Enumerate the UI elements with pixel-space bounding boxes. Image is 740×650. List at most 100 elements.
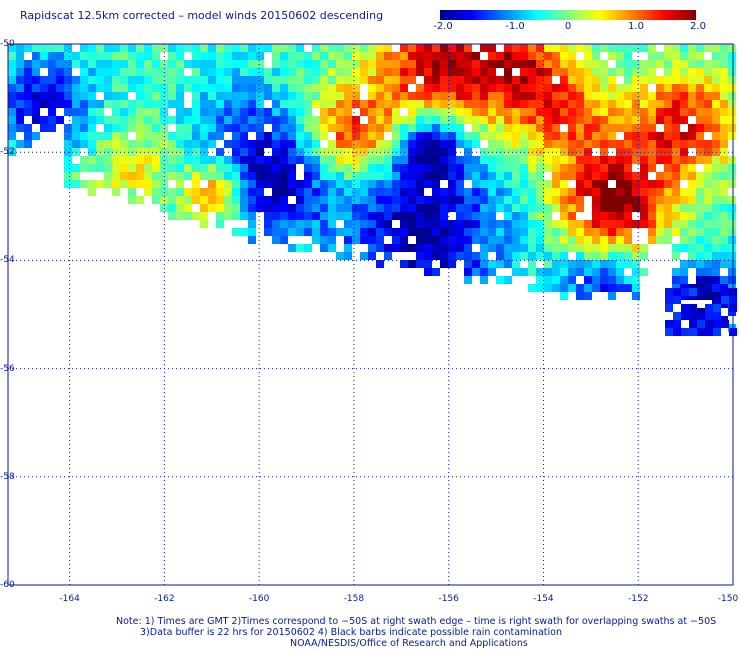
swath-cell — [624, 244, 632, 252]
swath-cell — [632, 284, 640, 292]
swath-cell — [664, 172, 672, 180]
swath-cell — [640, 188, 648, 196]
swath-cell — [136, 116, 144, 124]
swath-cell — [464, 196, 472, 204]
swath-cell — [416, 244, 424, 252]
swath-cell — [240, 204, 248, 212]
swath-cell — [168, 52, 176, 60]
swath-cell — [600, 84, 608, 92]
swath-cell — [120, 124, 128, 132]
swath-cell — [608, 252, 616, 260]
swath-cell — [344, 52, 352, 60]
swath-cell — [576, 180, 584, 188]
swath-cell — [80, 84, 88, 92]
swath-cell — [352, 228, 360, 236]
swath-cell — [544, 100, 552, 108]
swath-cell — [136, 52, 144, 60]
swath-cell — [680, 204, 688, 212]
swath-cell — [656, 204, 664, 212]
swath-cell — [344, 164, 352, 172]
swath-cell — [600, 68, 608, 76]
swath-cell — [705, 312, 713, 320]
swath-cell — [536, 44, 544, 52]
swath-cell — [680, 268, 688, 276]
swath-cell — [288, 132, 296, 140]
swath-cell — [528, 220, 536, 228]
swath-cell — [192, 140, 200, 148]
swath-cell — [32, 84, 40, 92]
swath-cell — [232, 68, 240, 76]
swath-cell — [680, 100, 688, 108]
swath-cell — [632, 156, 640, 164]
swath-cell — [728, 220, 736, 228]
swath-cell — [544, 60, 552, 68]
swath-cell — [384, 76, 392, 84]
swath-cell — [304, 92, 312, 100]
swath-cell — [600, 244, 608, 252]
swath-cell — [200, 68, 208, 76]
swath-cell — [280, 44, 288, 52]
swath-cell — [440, 124, 448, 132]
swath-cell — [368, 252, 376, 260]
swath-cell — [264, 76, 272, 84]
swath-cell — [32, 76, 40, 84]
swath-cell — [344, 76, 352, 84]
swath-cell — [392, 84, 400, 92]
swath-cell — [288, 244, 296, 252]
swath-cell — [584, 236, 592, 244]
colorbar-tick-label: -1.0 — [505, 21, 525, 32]
swath-cell — [136, 124, 144, 132]
swath-cell — [640, 60, 648, 68]
swath-cell — [528, 268, 536, 276]
swath-cell — [248, 84, 256, 92]
swath-cell — [712, 108, 720, 116]
swath-cell — [376, 60, 384, 68]
footnote-line-3: NOAA/NESDIS/Office of Research and Appli… — [290, 638, 528, 649]
swath-cell — [288, 212, 296, 220]
swath-cell — [552, 204, 560, 212]
swath-cell — [512, 84, 520, 92]
swath-cell — [560, 172, 568, 180]
swath-cell — [232, 140, 240, 148]
swath-cell — [665, 328, 673, 336]
swath-cell — [560, 132, 568, 140]
swath-cell — [224, 60, 232, 68]
swath-cell — [728, 132, 736, 140]
swath-cell — [640, 244, 648, 252]
swath-cell — [320, 188, 328, 196]
swath-cell — [56, 68, 64, 76]
swath-cell — [384, 124, 392, 132]
swath-cell — [648, 132, 656, 140]
swath-cell — [384, 116, 392, 124]
swath-cell — [296, 92, 304, 100]
swath-cell — [368, 244, 376, 252]
swath-cell — [681, 288, 689, 296]
swath-cell — [720, 156, 728, 164]
swath-cell — [392, 92, 400, 100]
swath-cell — [280, 84, 288, 92]
swath-cell — [400, 68, 408, 76]
swath-cell — [672, 68, 680, 76]
swath-cell — [312, 116, 320, 124]
swath-cell — [648, 228, 656, 236]
swath-cell — [280, 108, 288, 116]
swath-cell — [688, 60, 696, 68]
swath-cell — [536, 132, 544, 140]
swath-cell — [272, 76, 280, 84]
swath-cell — [672, 84, 680, 92]
swath-cell — [72, 92, 80, 100]
swath-cell — [440, 76, 448, 84]
swath-cell — [264, 172, 272, 180]
swath-cell — [632, 44, 640, 52]
swath-cell — [424, 236, 432, 244]
swath-cell — [400, 236, 408, 244]
swath-cell — [48, 52, 56, 60]
swath-cell — [72, 84, 80, 92]
swath-cell — [72, 100, 80, 108]
swath-cell — [720, 124, 728, 132]
swath-cell — [464, 228, 472, 236]
swath-cell — [312, 52, 320, 60]
swath-cell — [520, 252, 528, 260]
swath-cell — [648, 124, 656, 132]
swath-cell — [304, 156, 312, 164]
